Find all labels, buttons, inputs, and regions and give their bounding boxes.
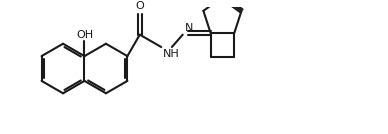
Text: NH: NH (163, 49, 180, 59)
Text: OH: OH (76, 30, 93, 40)
Text: O: O (135, 1, 144, 11)
Text: N: N (185, 23, 193, 33)
